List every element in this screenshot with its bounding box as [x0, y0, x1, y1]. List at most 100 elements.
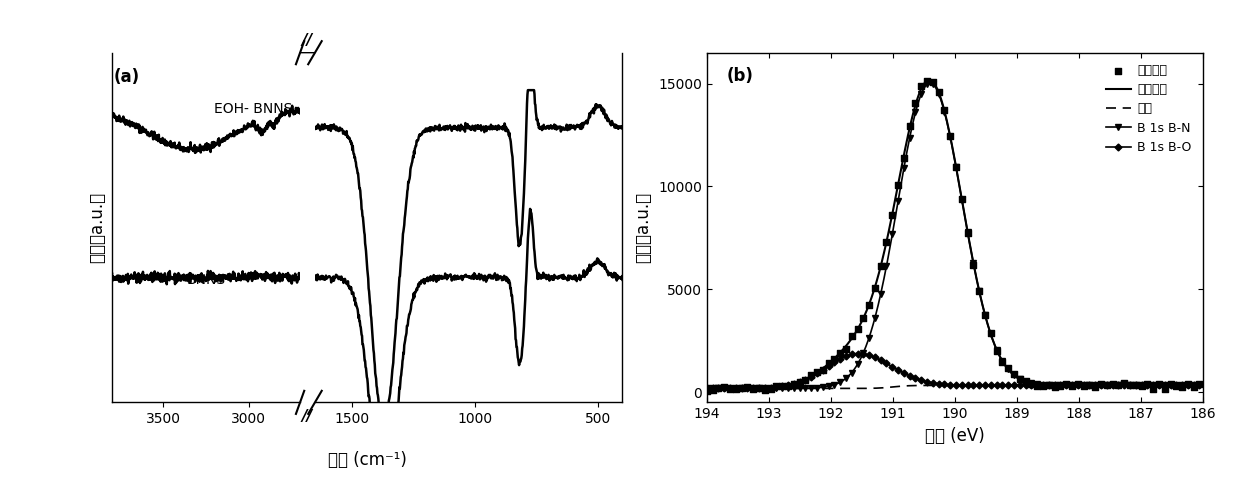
B 1s B-N: [699, 386, 714, 391]
实验数据: [940, 133, 960, 140]
B 1s B-N: [992, 354, 1007, 360]
实验数据: [831, 350, 851, 357]
实验数据: [703, 386, 723, 394]
Legend: 实验数据, 拟合数据, 基线, B 1s B-N, B 1s B-O: 实验数据, 拟合数据, 基线, B 1s B-N, B 1s B-O: [1101, 59, 1197, 159]
实验数据: [773, 382, 792, 390]
实验数据: [1109, 381, 1128, 389]
实验数据: [866, 284, 885, 292]
Text: BNNS: BNNS: [186, 273, 226, 287]
实验数据: [720, 385, 740, 393]
基线: [1030, 383, 1045, 388]
实验数据: [784, 380, 804, 388]
实验数据: [1143, 385, 1163, 392]
实验数据: [714, 383, 734, 390]
实验数据: [1102, 380, 1122, 388]
实验数据: [1189, 380, 1209, 388]
实验数据: [1027, 382, 1047, 389]
实验数据: [1033, 382, 1053, 389]
实验数据: [859, 301, 879, 308]
实验数据: [801, 371, 821, 379]
实验数据: [918, 77, 937, 85]
实验数据: [749, 384, 769, 392]
Y-axis label: 强度（a.u.）: 强度（a.u.）: [635, 192, 652, 263]
B 1s B-O: [852, 351, 867, 356]
B 1s B-N: [1195, 383, 1210, 388]
实验数据: [848, 325, 868, 333]
实验数据: [755, 387, 775, 394]
B 1s B-O: [787, 381, 802, 387]
实验数据: [923, 79, 942, 86]
B 1s B-N: [925, 81, 940, 87]
X-axis label: 键能 (eV): 键能 (eV): [925, 427, 985, 445]
实验数据: [877, 238, 897, 246]
B 1s B-O: [1074, 383, 1089, 388]
实验数据: [998, 365, 1018, 372]
实验数据: [1004, 370, 1024, 378]
B 1s B-O: [992, 383, 1007, 388]
实验数据: [766, 382, 786, 390]
Line: 基线: 基线: [707, 386, 1203, 388]
实验数据: [1016, 377, 1035, 385]
实验数据: [853, 314, 873, 321]
实验数据: [883, 211, 903, 218]
实验数据: [946, 163, 966, 171]
实验数据: [732, 385, 751, 392]
基线: [992, 383, 1007, 388]
实验数据: [963, 261, 983, 269]
Text: (a): (a): [114, 68, 140, 86]
B 1s B-N: [827, 382, 842, 388]
实验数据: [970, 287, 990, 295]
实验数据: [1126, 381, 1146, 389]
实验数据: [1154, 385, 1174, 393]
基线: [827, 386, 842, 391]
实验数据: [795, 376, 815, 383]
B 1s B-O: [827, 359, 842, 365]
实验数据: [929, 88, 949, 95]
拟合数据: [699, 386, 714, 391]
实验数据: [870, 262, 890, 270]
Text: //: //: [301, 409, 314, 424]
实验数据: [807, 368, 827, 376]
实验数据: [777, 382, 797, 389]
实验数据: [1039, 382, 1059, 389]
实验数据: [743, 386, 763, 393]
实验数据: [894, 154, 914, 162]
实验数据: [697, 387, 717, 395]
实验数据: [1137, 380, 1157, 388]
拟合数据: [787, 381, 802, 387]
实验数据: [1120, 381, 1140, 388]
实验数据: [1172, 383, 1192, 390]
实验数据: [725, 385, 745, 393]
B 1s B-O: [699, 386, 714, 391]
实验数据: [1167, 382, 1187, 390]
实验数据: [1022, 380, 1042, 388]
基线: [699, 386, 714, 391]
基线: [1195, 383, 1210, 388]
Text: EOH- BNNS: EOH- BNNS: [213, 102, 293, 115]
拟合数据: [1032, 381, 1047, 387]
实验数据: [975, 311, 994, 319]
B 1s B-O: [925, 380, 940, 386]
Text: (b): (b): [727, 67, 754, 85]
实验数据: [1085, 383, 1105, 391]
实验数据: [1115, 379, 1135, 387]
实验数据: [1091, 380, 1111, 388]
实验数据: [760, 386, 780, 393]
拟合数据: [925, 78, 940, 84]
实验数据: [1132, 382, 1152, 390]
Line: B 1s B-O: B 1s B-O: [704, 351, 1205, 391]
实验数据: [1056, 381, 1076, 388]
实验数据: [842, 332, 862, 340]
实验数据: [900, 123, 920, 130]
实验数据: [1080, 381, 1100, 389]
拟合数据: [992, 354, 1007, 360]
实验数据: [1184, 383, 1204, 390]
实验数据: [836, 345, 856, 353]
拟合数据: [923, 77, 937, 83]
实验数据: [1097, 381, 1117, 388]
实验数据: [992, 358, 1012, 365]
B 1s B-N: [1032, 381, 1047, 387]
实验数据: [1068, 380, 1087, 388]
实验数据: [981, 329, 1001, 337]
Text: //: //: [301, 33, 314, 48]
